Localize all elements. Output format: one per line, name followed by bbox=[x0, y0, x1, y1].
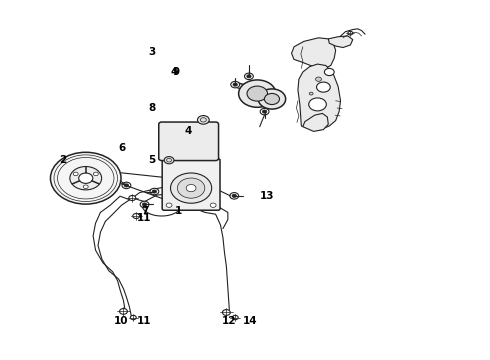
Circle shape bbox=[166, 203, 172, 207]
Circle shape bbox=[233, 83, 237, 86]
Circle shape bbox=[317, 82, 330, 92]
Text: 6: 6 bbox=[118, 143, 125, 153]
Circle shape bbox=[263, 110, 267, 113]
Text: 7: 7 bbox=[141, 206, 148, 216]
Text: 4: 4 bbox=[170, 67, 178, 77]
Polygon shape bbox=[303, 113, 328, 131]
Circle shape bbox=[129, 195, 136, 201]
Circle shape bbox=[152, 190, 157, 193]
Text: 2: 2 bbox=[59, 155, 66, 165]
Circle shape bbox=[73, 172, 78, 176]
Text: 14: 14 bbox=[243, 316, 257, 326]
Text: 9: 9 bbox=[173, 67, 180, 77]
Circle shape bbox=[232, 315, 238, 320]
Circle shape bbox=[316, 77, 321, 81]
Circle shape bbox=[83, 185, 88, 189]
Circle shape bbox=[230, 193, 239, 199]
Circle shape bbox=[231, 81, 240, 88]
Circle shape bbox=[232, 194, 237, 197]
Text: 12: 12 bbox=[222, 316, 237, 326]
FancyBboxPatch shape bbox=[162, 159, 220, 210]
Text: 4: 4 bbox=[185, 126, 193, 136]
Circle shape bbox=[124, 184, 128, 187]
Circle shape bbox=[309, 98, 326, 111]
Circle shape bbox=[260, 108, 269, 115]
Text: 10: 10 bbox=[114, 316, 129, 326]
Circle shape bbox=[133, 213, 140, 219]
Text: 3: 3 bbox=[148, 47, 155, 57]
Circle shape bbox=[265, 94, 279, 104]
Circle shape bbox=[150, 188, 159, 195]
Circle shape bbox=[140, 201, 149, 208]
Text: 13: 13 bbox=[260, 191, 274, 201]
Text: 11: 11 bbox=[137, 316, 152, 326]
Polygon shape bbox=[328, 36, 353, 48]
Circle shape bbox=[164, 157, 174, 164]
Circle shape bbox=[210, 203, 216, 207]
Text: 8: 8 bbox=[148, 103, 155, 113]
Circle shape bbox=[348, 31, 353, 35]
Circle shape bbox=[247, 75, 251, 78]
Circle shape bbox=[50, 152, 121, 204]
Circle shape bbox=[79, 173, 93, 183]
Text: 5: 5 bbox=[148, 155, 155, 165]
Circle shape bbox=[120, 309, 127, 314]
Text: 11: 11 bbox=[137, 213, 152, 223]
Circle shape bbox=[177, 178, 205, 198]
Circle shape bbox=[197, 116, 209, 124]
Circle shape bbox=[130, 315, 136, 320]
Polygon shape bbox=[298, 64, 341, 130]
Circle shape bbox=[122, 182, 131, 189]
Circle shape bbox=[258, 89, 286, 109]
Polygon shape bbox=[292, 38, 336, 69]
Text: 1: 1 bbox=[175, 206, 182, 216]
Circle shape bbox=[309, 92, 313, 95]
Circle shape bbox=[247, 86, 268, 101]
Circle shape bbox=[171, 173, 212, 203]
Circle shape bbox=[142, 203, 147, 206]
Circle shape bbox=[324, 68, 334, 76]
Circle shape bbox=[245, 73, 253, 80]
Circle shape bbox=[94, 172, 98, 176]
Circle shape bbox=[239, 80, 276, 107]
FancyBboxPatch shape bbox=[159, 122, 219, 161]
Circle shape bbox=[70, 167, 101, 190]
Circle shape bbox=[186, 184, 196, 192]
Circle shape bbox=[222, 310, 230, 315]
